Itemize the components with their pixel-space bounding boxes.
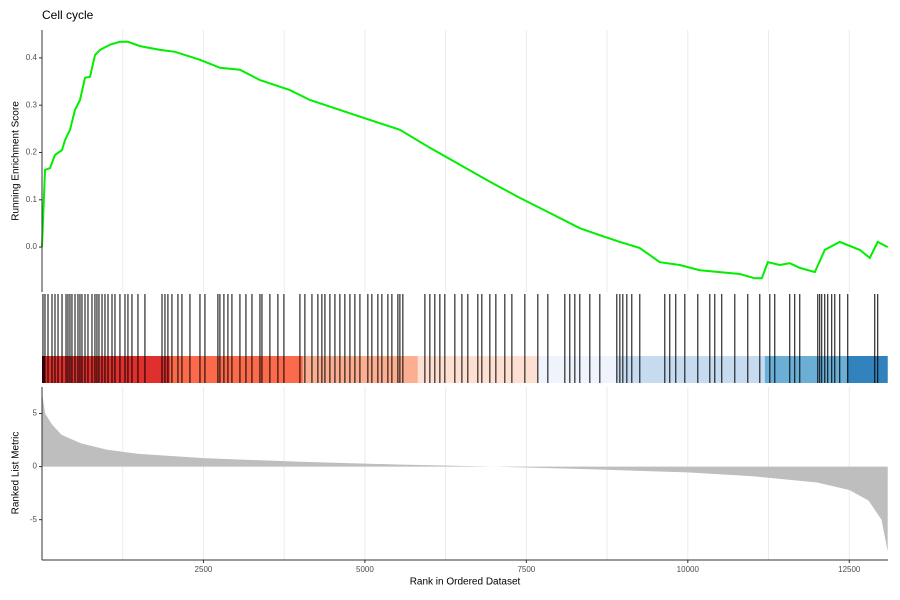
- x-tick-label: 7500: [517, 565, 535, 574]
- color-band: [537, 356, 617, 383]
- color-band: [44, 356, 170, 383]
- metric-area: [42, 392, 888, 552]
- y-tick-label: 0: [33, 462, 38, 471]
- y-axis-label: Running Enrichment Score: [11, 101, 22, 221]
- y-tick-label: 0.3: [26, 100, 38, 109]
- y-tick-label: 5: [33, 409, 38, 418]
- color-band: [846, 356, 888, 383]
- x-tick-label: 5000: [356, 565, 374, 574]
- y-tick-label: 0.4: [26, 53, 38, 62]
- y-axis-label: Ranked List Metric: [11, 432, 22, 515]
- color-band: [616, 356, 765, 383]
- x-tick-label: 10000: [677, 565, 700, 574]
- color-band: [169, 356, 303, 383]
- x-tick-label: 12500: [838, 565, 861, 574]
- enrichment-line: [41, 40, 889, 280]
- color-band: [764, 356, 847, 383]
- y-tick-label: 0.0: [26, 242, 38, 251]
- chart-title: Cell cycle: [42, 8, 94, 22]
- x-axis-label: Rank in Ordered Dataset: [410, 577, 521, 588]
- color-band: [42, 356, 45, 383]
- y-tick-label: 0.2: [26, 148, 38, 157]
- x-tick-label: 2500: [195, 565, 213, 574]
- y-tick-label: 0.1: [26, 195, 38, 204]
- y-tick-label: -5: [30, 515, 38, 524]
